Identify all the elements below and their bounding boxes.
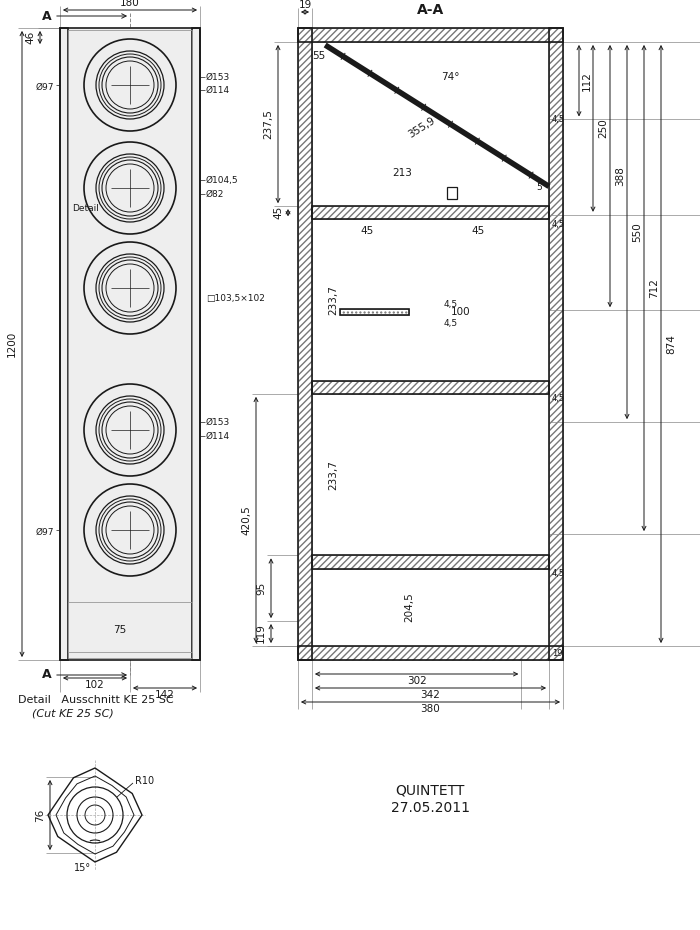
Bar — [298, 28, 312, 660]
Bar — [192, 28, 200, 660]
Bar — [312, 380, 549, 394]
Text: 46: 46 — [25, 31, 35, 44]
Text: 712: 712 — [649, 278, 659, 298]
Text: A-A: A-A — [417, 3, 444, 17]
Text: A: A — [43, 9, 52, 22]
Text: 76: 76 — [35, 808, 45, 821]
Text: 55: 55 — [312, 51, 326, 60]
Text: Ø82: Ø82 — [206, 190, 225, 198]
Text: Ø153: Ø153 — [206, 418, 230, 427]
Text: 4,5: 4,5 — [552, 394, 565, 404]
Text: (Cut KE 25 SC): (Cut KE 25 SC) — [32, 709, 113, 719]
Bar — [312, 206, 549, 219]
Bar — [312, 555, 549, 568]
Bar — [340, 309, 409, 315]
Text: 874: 874 — [666, 334, 676, 354]
Text: 204,5: 204,5 — [404, 592, 414, 622]
Bar — [192, 28, 200, 660]
Text: 420,5: 420,5 — [241, 505, 251, 535]
Text: 142: 142 — [155, 690, 175, 700]
Bar — [60, 28, 200, 660]
Text: 233,7: 233,7 — [328, 459, 338, 489]
Text: 4,5: 4,5 — [444, 319, 458, 327]
Text: 74°: 74° — [441, 72, 460, 82]
Text: 355,9: 355,9 — [407, 115, 438, 140]
Bar — [298, 28, 563, 42]
Text: 550: 550 — [632, 222, 642, 242]
Text: Ø114: Ø114 — [206, 86, 230, 95]
Text: 4,5: 4,5 — [552, 115, 565, 124]
Text: 45: 45 — [472, 226, 485, 236]
Bar — [340, 309, 409, 315]
Text: 213: 213 — [392, 168, 412, 179]
Text: 15°: 15° — [74, 863, 92, 873]
Text: 5: 5 — [536, 182, 542, 192]
Text: 95: 95 — [256, 581, 266, 595]
Bar — [298, 646, 563, 660]
Bar — [549, 28, 563, 660]
Text: Detail   Ausschnitt KE 25 SC: Detail Ausschnitt KE 25 SC — [18, 695, 174, 705]
Text: 388: 388 — [615, 166, 625, 186]
Bar — [68, 30, 192, 658]
Bar — [60, 28, 68, 660]
Text: A: A — [43, 669, 52, 682]
Text: □103,5×102: □103,5×102 — [206, 294, 265, 302]
Bar — [312, 380, 549, 394]
Text: 4,5: 4,5 — [444, 299, 458, 309]
Bar — [447, 187, 457, 199]
Text: 19: 19 — [298, 0, 312, 10]
Text: 250: 250 — [598, 118, 608, 139]
Text: Ø153: Ø153 — [206, 73, 230, 82]
Text: R10: R10 — [135, 776, 154, 786]
Text: Ø104,5: Ø104,5 — [206, 176, 239, 184]
Text: 302: 302 — [407, 676, 426, 686]
Bar — [312, 206, 549, 219]
Text: 4,5: 4,5 — [552, 569, 565, 578]
Bar — [298, 646, 563, 660]
Text: 119: 119 — [256, 624, 266, 644]
Text: Ø114: Ø114 — [206, 432, 230, 441]
Text: 45: 45 — [360, 226, 374, 236]
Bar — [298, 28, 563, 42]
Text: 342: 342 — [421, 690, 440, 700]
Bar — [60, 28, 68, 660]
Text: QUINTETT: QUINTETT — [395, 783, 465, 797]
Text: 102: 102 — [85, 680, 105, 690]
Text: 75: 75 — [113, 625, 127, 635]
Text: Ø97: Ø97 — [36, 83, 54, 91]
Text: 100: 100 — [451, 307, 470, 317]
Bar — [68, 602, 192, 652]
Text: 19: 19 — [552, 648, 563, 658]
Bar — [298, 28, 312, 660]
Text: 180: 180 — [120, 0, 140, 8]
Text: 27.05.2011: 27.05.2011 — [391, 801, 470, 815]
Text: 1200: 1200 — [7, 331, 17, 357]
Bar — [549, 28, 563, 660]
Text: 237,5: 237,5 — [263, 109, 273, 139]
Text: 380: 380 — [421, 704, 440, 714]
Text: 45: 45 — [273, 206, 283, 219]
Text: 4,5: 4,5 — [552, 219, 565, 229]
Text: 112: 112 — [582, 71, 592, 90]
Text: Detail: Detail — [72, 204, 99, 212]
Text: Ø97: Ø97 — [36, 527, 54, 537]
Bar — [312, 555, 549, 568]
Text: 233,7: 233,7 — [328, 286, 338, 315]
